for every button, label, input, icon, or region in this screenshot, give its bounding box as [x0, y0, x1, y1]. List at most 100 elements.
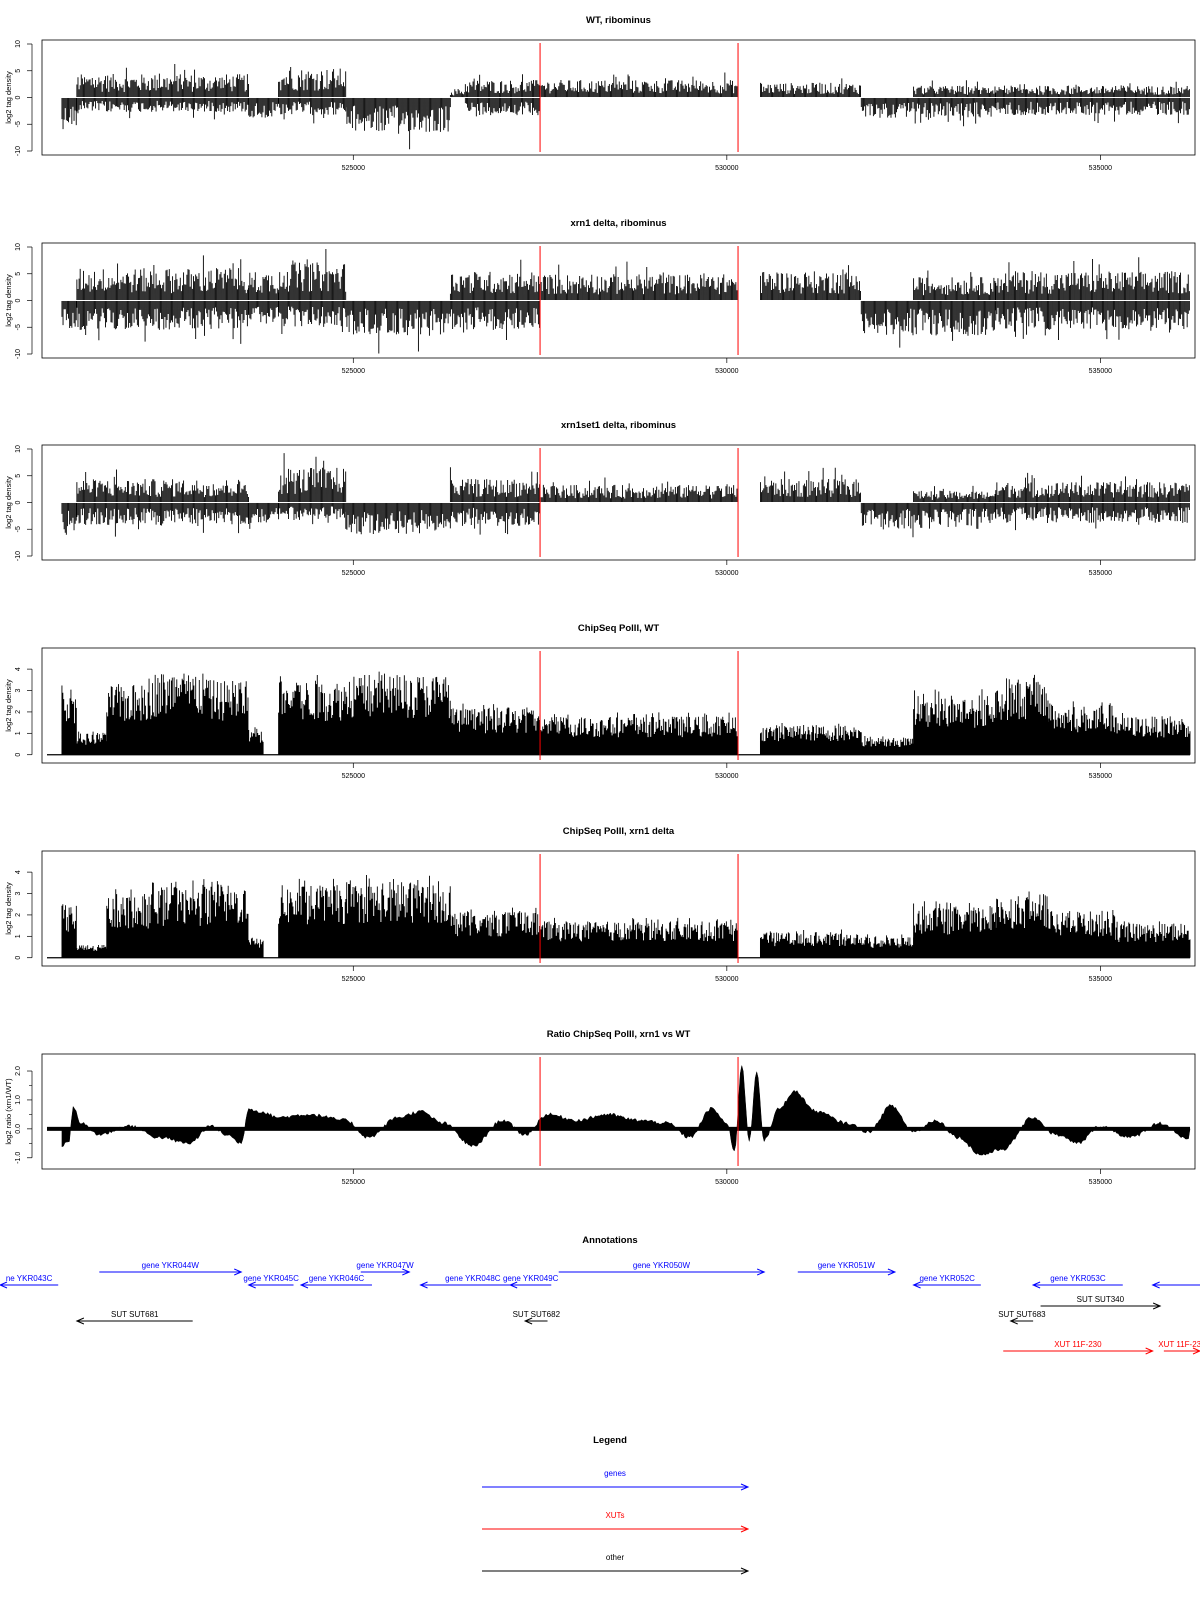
- y-tick-label: 2.0: [15, 1066, 22, 1076]
- y-tick-label: 0: [15, 95, 22, 99]
- feature-other: SUT SUT340: [1040, 1295, 1162, 1310]
- x-tick-label: 535000: [1089, 773, 1112, 780]
- y-tick-label: 0: [15, 956, 22, 960]
- x-tick-label: 530000: [715, 368, 738, 375]
- panel-3: xrn1set1 delta, ribominus -10 -5 0 5 10 log2 t…: [4, 420, 1196, 577]
- feature-arrow-head: [1031, 1281, 1041, 1289]
- feature-arrow-head: [1152, 1302, 1162, 1310]
- feature-label: SUT SUT340: [1077, 1295, 1125, 1304]
- feature-arrow-head: [75, 1317, 85, 1325]
- plot-frame: [41, 850, 1196, 967]
- x-tick-label: 535000: [1089, 570, 1112, 577]
- feature-genes: gene YKR052C: [912, 1274, 981, 1289]
- plot-frame: [41, 1053, 1196, 1170]
- feature-label: gene YKR051W: [818, 1261, 876, 1270]
- y-tick-label: 2: [15, 913, 22, 917]
- feature-label: gene YKR047W: [356, 1261, 414, 1270]
- legend-label: other: [606, 1553, 625, 1562]
- y-tick-label: -10: [15, 551, 22, 561]
- signal-bars: [61, 64, 1190, 150]
- feature-label: gene YKR050W: [633, 1261, 691, 1270]
- feature-label: gene YKR045C: [243, 1274, 299, 1283]
- x-tick-label: 535000: [1089, 976, 1112, 983]
- x-tick-label: 525000: [342, 976, 365, 983]
- legend-title: Legend: [593, 1435, 627, 1446]
- feature-xuts: XUT 11F-230: [1003, 1340, 1154, 1355]
- y-axis-label: log2 tag density: [4, 882, 13, 935]
- y-tick-label: 2: [15, 710, 22, 714]
- feature-label: XUT 11F-231: [1158, 1340, 1200, 1349]
- panel-2: xrn1 delta, ribominus -10 -5 0 5 10 log2 tag d…: [4, 218, 1196, 375]
- feature-label: XUT 11F-230: [1054, 1340, 1102, 1349]
- plot-frame: [41, 647, 1196, 764]
- y-axis-label: log2 tag density: [4, 71, 13, 124]
- x-tick-label: 535000: [1089, 1179, 1112, 1186]
- y-tick-label: -5: [15, 526, 22, 532]
- legend-arrow-head: [740, 1525, 750, 1533]
- panel-5: ChipSeq PolII, xrn1 delta 0 1 2 3 4 log2 tag d…: [4, 826, 1196, 983]
- feature-xuts: XUT 11F-231: [1158, 1340, 1200, 1355]
- panel-4: ChipSeq PolII, WT 0 1 2 3 4 log2 tag density 52…: [4, 623, 1196, 780]
- feature-arrow-head: [299, 1281, 309, 1289]
- y-axis-label: log2 tag density: [4, 274, 13, 327]
- feature-genes: gene YKR044W: [99, 1261, 243, 1276]
- y-tick-label: 10: [15, 40, 22, 48]
- panel-1: WT, ribominus -10 -5 0 5 10 log2 tag density 52…: [4, 15, 1196, 172]
- panel-title: xrn1 delta, ribominus: [570, 218, 666, 229]
- y-tick-label: -10: [15, 349, 22, 359]
- x-tick-label: 530000: [715, 570, 738, 577]
- panel-title: Ratio ChipSeq PolII, xrn1 vs WT: [547, 1029, 691, 1040]
- y-tick-label: 5: [15, 474, 22, 478]
- ratio-area: [61, 1065, 1191, 1156]
- y-tick-label: 0: [15, 500, 22, 504]
- y-axis-label: log2 tag density: [4, 476, 13, 529]
- x-tick-label: 530000: [715, 976, 738, 983]
- y-axis-label: log2 tag density: [4, 679, 13, 732]
- signal-series: [47, 875, 1191, 959]
- signal-bars: [61, 249, 1190, 354]
- y-tick-label: 3: [15, 891, 22, 895]
- feature-arrow-head: [887, 1268, 897, 1276]
- y-tick-label: -5: [15, 121, 22, 127]
- feature-arrow-head: [234, 1268, 243, 1276]
- annotations-track: ne YKR043C gene YKR044W gene YKR045C gene Y…: [0, 1261, 1200, 1355]
- feature-label: SUT SUT681: [111, 1310, 159, 1319]
- y-tick-label: 1: [15, 731, 22, 735]
- feature-genes: gene YKR045C: [243, 1274, 299, 1289]
- x-tick-label: 530000: [715, 1179, 738, 1186]
- legend-arrow-head: [740, 1567, 750, 1575]
- feature-label: SUT SUT682: [513, 1310, 561, 1319]
- feature-genes: gene YKR049C: [503, 1274, 559, 1289]
- plot-frame: [41, 39, 1196, 156]
- signal-bars: [61, 453, 1190, 538]
- legend: genes XUTs other: [482, 1469, 750, 1575]
- signal-series: [47, 671, 1191, 756]
- feature-label: ne YKR043C: [6, 1274, 53, 1283]
- legend-label: genes: [604, 1469, 626, 1478]
- feature-arrow-head: [0, 1281, 8, 1289]
- signal-bars: [61, 671, 1191, 755]
- x-tick-label: 525000: [342, 773, 365, 780]
- y-tick-label: 0.0: [15, 1124, 22, 1134]
- y-tick-label: -1.0: [15, 1152, 22, 1164]
- y-tick-label: 5: [15, 272, 22, 276]
- legend-item-xuts: XUTs: [482, 1511, 750, 1533]
- feature-arrow-head: [1151, 1281, 1160, 1289]
- panel-title: WT, ribominus: [586, 15, 651, 26]
- feature-arrow-head: [419, 1281, 428, 1289]
- feature-arrow-head: [402, 1268, 411, 1276]
- feature-arrow-head: [756, 1268, 766, 1276]
- feature-genes: [1151, 1281, 1200, 1289]
- plot-frame: [41, 444, 1196, 561]
- zero-band: [47, 1126, 1190, 1131]
- y-tick-label: 4: [15, 667, 22, 671]
- feature-label: gene YKR053C: [1050, 1274, 1106, 1283]
- x-tick-label: 535000: [1089, 368, 1112, 375]
- signal-series: [47, 1065, 1191, 1156]
- panel-title: xrn1set1 delta, ribominus: [561, 420, 676, 431]
- panel-title: ChipSeq PolII, xrn1 delta: [563, 826, 675, 837]
- x-tick-label: 525000: [342, 1179, 365, 1186]
- x-tick-label: 525000: [342, 570, 365, 577]
